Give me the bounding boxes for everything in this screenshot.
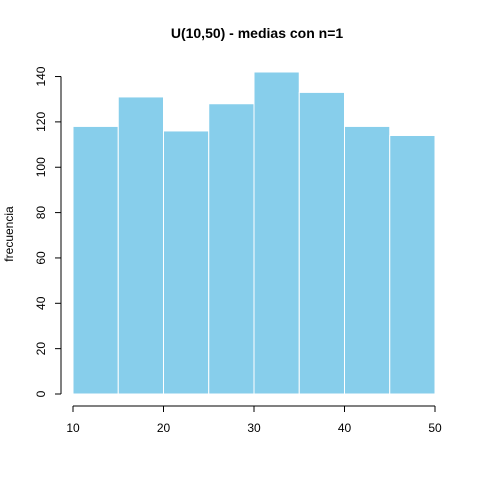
y-tick-label: 140 bbox=[34, 66, 48, 86]
histogram-bar-1 bbox=[72, 125, 119, 395]
histogram-bar-2 bbox=[117, 96, 164, 395]
y-tick-label: 20 bbox=[34, 342, 48, 356]
x-tick-label: 30 bbox=[247, 421, 261, 435]
chart-title: U(10,50) - medias con n=1 bbox=[171, 25, 344, 41]
y-tick-label: 0 bbox=[34, 390, 48, 397]
y-axis-label: frecuencia bbox=[2, 206, 16, 262]
histogram-bar-5 bbox=[253, 71, 300, 395]
y-tick-label: 40 bbox=[34, 296, 48, 310]
x-tick-label: 40 bbox=[338, 421, 352, 435]
y-tick-label: 120 bbox=[34, 112, 48, 132]
y-tick-label: 60 bbox=[34, 251, 48, 265]
y-axis: 0 20 40 60 80 100 120 140 bbox=[34, 66, 62, 397]
x-tick-label: 50 bbox=[428, 421, 442, 435]
y-tick-label: 80 bbox=[34, 206, 48, 220]
histogram-bar-7 bbox=[344, 125, 391, 395]
bars-group bbox=[72, 71, 436, 395]
histogram-bar-8 bbox=[389, 134, 436, 395]
x-tick-label: 20 bbox=[157, 421, 171, 435]
histogram-bar-3 bbox=[163, 130, 210, 395]
x-axis: 10 20 30 40 50 bbox=[66, 405, 442, 435]
histogram-bar-6 bbox=[298, 91, 345, 395]
y-tick-label: 100 bbox=[34, 157, 48, 177]
x-tick-label: 10 bbox=[66, 421, 80, 435]
histogram-bar-4 bbox=[208, 103, 255, 395]
